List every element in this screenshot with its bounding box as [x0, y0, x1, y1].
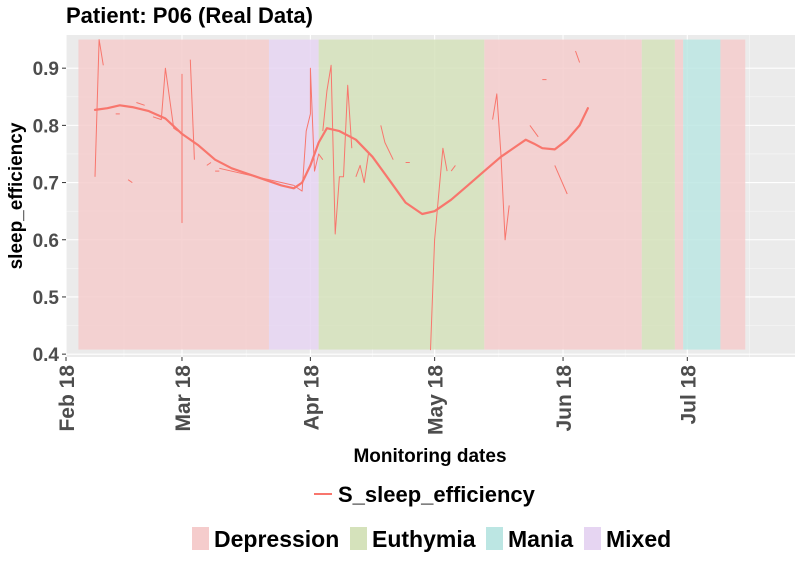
y-tick-label: 0.4	[33, 345, 60, 366]
raw-series-segment	[492, 93, 510, 241]
x-tick-label: May 18	[425, 365, 448, 435]
smoothed-series	[93, 104, 590, 216]
legend-key-depression	[192, 527, 209, 550]
x-tick-label: Feb 18	[56, 365, 79, 432]
raw-series-segment	[322, 64, 353, 235]
x-tick-label: Mar 18	[172, 365, 195, 432]
y-tick-label: 0.5	[33, 288, 60, 309]
raw-series-segment	[127, 179, 133, 184]
state-bands	[78, 39, 746, 350]
raw-series-segment	[152, 67, 179, 132]
state-legend: Depression Euthymia Mania Mixed	[192, 526, 671, 552]
state-band-mania	[683, 39, 721, 350]
line-legend: S_sleep_efficiency	[314, 482, 536, 507]
raw-series-segment	[94, 39, 104, 177]
x-tick-label: Jun 18	[553, 365, 576, 432]
x-axis: Feb 18 Mar 18 Apr 18 May 18 Jun 18 Jul 18	[56, 357, 700, 435]
state-band-depression	[720, 39, 746, 350]
legend-label-mania: Mania	[508, 526, 573, 552]
raw-series-segment	[554, 165, 568, 195]
state-band-depression	[78, 39, 269, 350]
raw-series-segment	[575, 50, 581, 63]
legend-label-depression: Depression	[214, 526, 339, 552]
line-legend-label: S_sleep_efficiency	[338, 482, 536, 507]
state-band-euthymia	[641, 39, 675, 350]
raw-series-segment	[529, 125, 539, 138]
smoothed-series-line	[93, 104, 590, 216]
y-tick-label: 0.6	[33, 231, 59, 252]
raw-series-segment	[136, 102, 145, 106]
y-axis: 0.4 0.5 0.6 0.7 0.8 0.9	[33, 59, 66, 366]
y-tick-label: 0.8	[33, 116, 59, 137]
chart-title: Patient: P06 (Real Data)	[66, 3, 313, 28]
legend-label-mixed: Mixed	[606, 526, 671, 552]
state-band-depression	[484, 39, 642, 350]
x-axis-title: Monitoring dates	[353, 446, 506, 467]
raw-series-segment	[380, 125, 394, 160]
raw-series-segment	[430, 147, 448, 351]
legend-key-euthymia	[350, 527, 367, 550]
raw-series-segment	[206, 162, 212, 166]
state-band-euthymia	[318, 39, 485, 350]
legend-key-mania	[486, 527, 503, 550]
y-tick-label: 0.9	[33, 59, 59, 80]
state-band-depression	[674, 39, 684, 350]
y-axis-title: sleep_efficiency	[6, 122, 27, 269]
raw-series-segment	[450, 165, 456, 172]
raw-series-segment	[355, 153, 369, 184]
x-tick-label: Jul 18	[677, 365, 700, 425]
x-tick-label: Apr 18	[300, 365, 323, 431]
y-tick-label: 0.7	[33, 174, 59, 195]
legend-label-euthymia: Euthymia	[372, 526, 476, 552]
legend-key-mixed	[584, 527, 601, 550]
